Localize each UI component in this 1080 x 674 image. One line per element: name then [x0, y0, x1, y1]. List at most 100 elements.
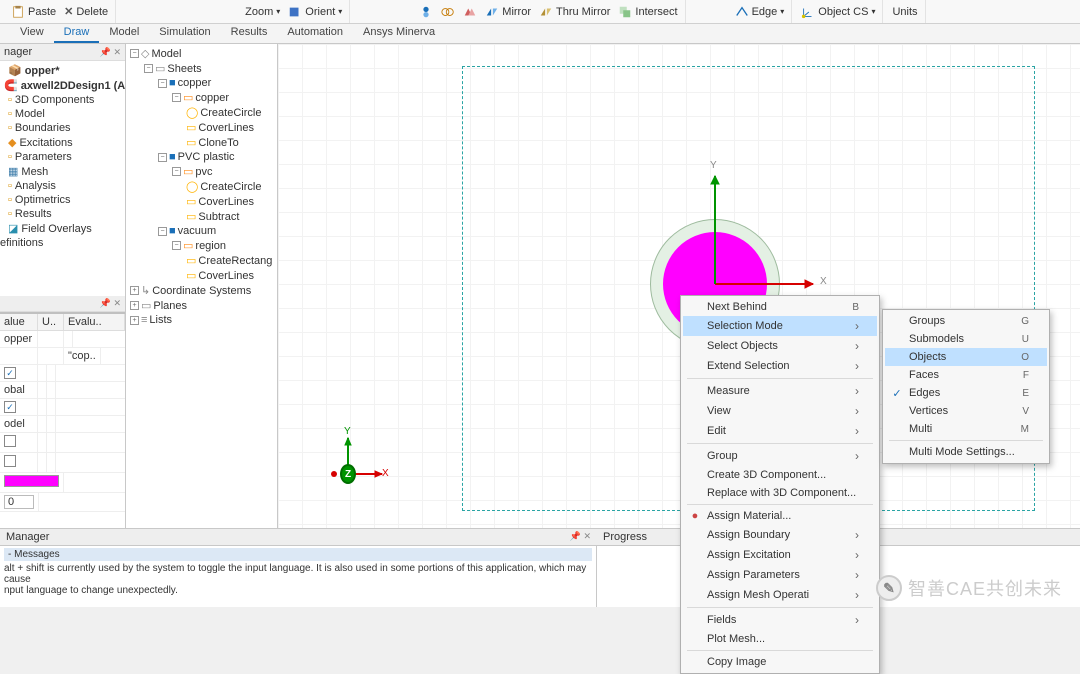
units-button[interactable]: Units [889, 5, 920, 19]
menu-item-amat[interactable]: ●Assign Material... [683, 507, 877, 525]
mt-lists[interactable]: +≡Lists [126, 313, 277, 327]
menu-item-c3d[interactable]: Create 3D Component... [683, 466, 877, 484]
triad-x-label: X [382, 468, 389, 479]
prop-row-6[interactable]: odel [0, 416, 125, 433]
project-tree[interactable]: 📦opper* 🧲axwell2DDesign1 (ACCond ▫3D Com… [0, 61, 125, 296]
shape-btn2[interactable] [438, 4, 458, 20]
objectcs-button[interactable]: Object CS▾ [798, 4, 878, 20]
tab-draw[interactable]: Draw [54, 23, 100, 43]
tab-view[interactable]: View [10, 23, 54, 43]
prop-row-num[interactable]: 0 [0, 493, 125, 512]
edge-button[interactable]: Edge▾ [732, 4, 788, 20]
delete-button[interactable]: ✕Delete [61, 4, 111, 19]
prop-row-color[interactable] [0, 473, 125, 493]
pi-boundaries[interactable]: ▫Boundaries [0, 121, 125, 135]
mt-sheets[interactable]: −▭Sheets [126, 61, 277, 76]
mt-vacuum[interactable]: −■vacuum [126, 224, 277, 238]
pi-fieldoverlays[interactable]: ◪Field Overlays [0, 221, 125, 236]
mt-crect[interactable]: ▭CreateRectang [126, 253, 277, 268]
menu-item-view[interactable]: View [683, 401, 877, 421]
tab-minerva[interactable]: Ansys Minerva [353, 23, 445, 43]
menu-item-faces[interactable]: FacesF [885, 366, 1047, 384]
context-menu-selection-mode[interactable]: GroupsGSubmodelsUObjectsOFacesF✓EdgesEVe… [882, 309, 1050, 464]
menu-item-aprm[interactable]: Assign Parameters [683, 565, 877, 585]
model-tree-panel[interactable]: −◇Model −▭Sheets −■copper −▭copper ◯Crea… [126, 44, 278, 530]
pi-model[interactable]: ▫Model [0, 107, 125, 121]
pi-definitions[interactable]: efinitions [0, 236, 125, 250]
pin-icon[interactable]: 📌 ✕ [100, 47, 121, 58]
menu-item-sel_obj[interactable]: Select Objects [683, 336, 877, 356]
pi-excitations[interactable]: ◆Excitations [0, 135, 125, 150]
col-value: alue [0, 314, 38, 330]
pi-analysis[interactable]: ▫Analysis [0, 179, 125, 193]
mt-subtract[interactable]: ▭Subtract [126, 209, 277, 224]
prop-row-1[interactable]: opper [0, 331, 125, 348]
pi-optimetrics[interactable]: ▫Optimetrics [0, 193, 125, 207]
menu-item-sel_mode[interactable]: Selection Mode [683, 316, 877, 336]
menu-item-measure[interactable]: Measure [683, 381, 877, 401]
mt-model[interactable]: −◇Model [126, 46, 277, 61]
tab-model[interactable]: Model [99, 23, 149, 43]
intersect-button[interactable]: Intersect [615, 4, 680, 20]
pi-parameters[interactable]: ▫Parameters [0, 150, 125, 164]
pi-results[interactable]: ▫Results [0, 207, 125, 221]
shape-btn[interactable] [416, 4, 436, 20]
mt-pvcplastic[interactable]: −■PVC plastic [126, 150, 277, 164]
pin-icon-3[interactable]: 📌 ✕ [570, 531, 591, 543]
prop-row-8[interactable] [0, 453, 125, 473]
paste-button[interactable]: Paste [8, 4, 59, 20]
watermark-text: 智善CAE共创未来 [908, 575, 1062, 601]
mt-cc1[interactable]: ◯CreateCircle [126, 105, 277, 120]
mt-cl1[interactable]: ▭CoverLines [126, 120, 277, 135]
pi-3dcomp[interactable]: ▫3D Components [0, 93, 125, 107]
menu-item-objects[interactable]: ObjectsO [885, 348, 1047, 366]
design-node[interactable]: 🧲axwell2DDesign1 (ACCond [0, 78, 125, 93]
menu-item-edges[interactable]: ✓EdgesE [885, 384, 1047, 402]
prop-row-5[interactable]: ✓ [0, 399, 125, 416]
mt-copper2[interactable]: −▭copper [126, 90, 277, 105]
mt-pvc[interactable]: −▭pvc [126, 164, 277, 179]
tab-results[interactable]: Results [221, 23, 278, 43]
tab-automation[interactable]: Automation [277, 23, 353, 43]
menu-item-multi[interactable]: MultiM [885, 420, 1047, 438]
prop-row-4[interactable]: obal [0, 382, 125, 399]
menu-item-copyimg[interactable]: Copy Image [683, 653, 877, 671]
msg-line1: alt + shift is currently used by the sys… [4, 561, 592, 585]
zoom-button[interactable]: Zoom▾ [242, 5, 283, 19]
triad-y-label: Y [344, 426, 351, 437]
menu-item-abnd[interactable]: Assign Boundary [683, 525, 877, 545]
axis-gizmo [685, 164, 825, 304]
menu-item-aexc[interactable]: Assign Excitation [683, 545, 877, 565]
color-chip[interactable] [4, 475, 59, 487]
menu-item-edit[interactable]: Edit [683, 421, 877, 441]
menu-item-mms[interactable]: Multi Mode Settings... [885, 443, 1047, 461]
mirror-button[interactable]: Mirror [482, 4, 534, 20]
mt-cc2[interactable]: ◯CreateCircle [126, 179, 277, 194]
orient-button[interactable]: Orient▾ [285, 4, 345, 20]
mt-cl2[interactable]: ▭CoverLines [126, 194, 277, 209]
menu-item-amesh[interactable]: Assign Mesh Operati [683, 585, 877, 605]
prop-row-2[interactable]: "cop.. [0, 348, 125, 365]
thru-mirror-button[interactable]: Thru Mirror [536, 4, 613, 20]
context-menu-main[interactable]: Next BehindBSelection ModeSelect Objects… [680, 295, 880, 674]
tab-simulation[interactable]: Simulation [149, 23, 220, 43]
mt-copper[interactable]: −■copper [126, 76, 277, 90]
menu-item-plotmesh[interactable]: Plot Mesh... [683, 630, 877, 648]
prop-row-7[interactable] [0, 433, 125, 453]
menu-item-ext_sel[interactable]: Extend Selection [683, 356, 877, 376]
num-input[interactable]: 0 [4, 495, 34, 509]
mt-region[interactable]: −▭region [126, 238, 277, 253]
mt-cl3[interactable]: ▭CoverLines [126, 268, 277, 283]
view-triad[interactable]: Z X Y [320, 430, 390, 500]
mt-clone[interactable]: ▭CloneTo [126, 135, 277, 150]
project-root[interactable]: 📦opper* [0, 63, 125, 78]
menu-item-group[interactable]: Group [683, 446, 877, 466]
menu-item-vertices[interactable]: VerticesV [885, 402, 1047, 420]
pin-icon-2[interactable]: 📌 ✕ [100, 298, 121, 309]
prop-row-3[interactable]: ✓ [0, 365, 125, 382]
menu-item-r3d[interactable]: Replace with 3D Component... [683, 484, 877, 502]
shape-btn3[interactable] [460, 4, 480, 20]
mt-planes[interactable]: +▭Planes [126, 298, 277, 313]
pi-mesh[interactable]: ▦Mesh [0, 164, 125, 179]
mt-cs[interactable]: +↳Coordinate Systems [126, 283, 277, 298]
